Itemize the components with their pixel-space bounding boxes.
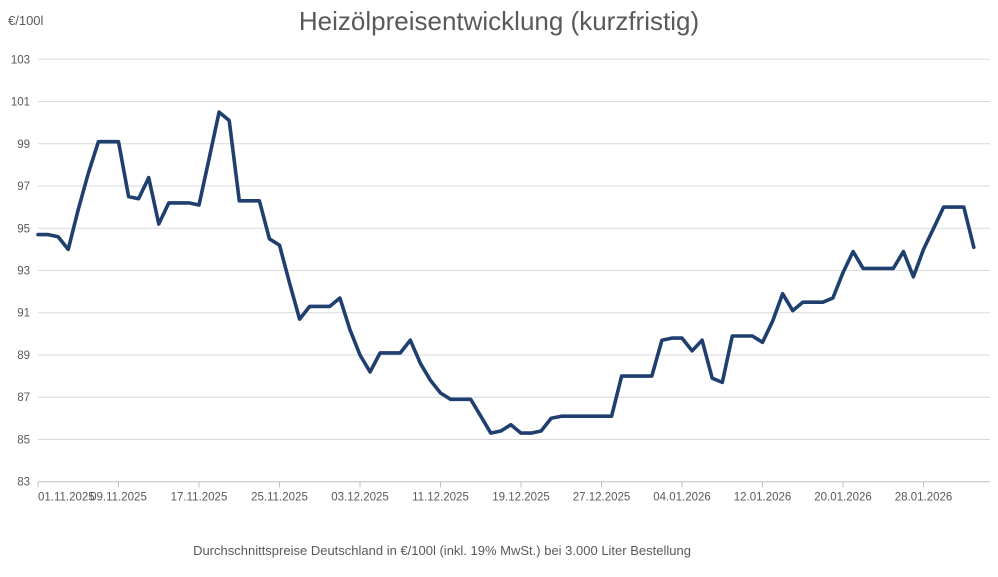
- y-axis-unit-label: €/100l: [8, 13, 44, 28]
- y-axis-tick-label: 83: [17, 477, 30, 489]
- y-axis-tick-label: 93: [17, 266, 30, 278]
- chart-title: Heizölpreisentwicklung (kurzfristig): [298, 6, 700, 36]
- y-axis-tick-label: 97: [17, 181, 30, 193]
- y-axis-tick-label: 99: [17, 139, 30, 151]
- x-axis-tick-label: 27.12.2025: [573, 492, 631, 504]
- y-axis-tick-label: 95: [17, 223, 30, 235]
- x-axis-tick-label: 04.01.2026: [653, 492, 711, 504]
- x-axis-tick-label: 09.11.2025: [90, 492, 147, 504]
- x-axis-tick-label: 01.11.2025: [38, 492, 95, 504]
- x-axis-tick-label: 03.12.2025: [331, 492, 389, 504]
- y-axis-tick-label: 85: [17, 434, 30, 446]
- x-axis-tick-label: 17.11.2025: [171, 492, 228, 504]
- y-axis-tick-label: 103: [11, 54, 30, 66]
- chart-subtitle: Durchschnittspreise Deutschland in €/100…: [193, 543, 691, 558]
- x-axis-tick-label: 25.11.2025: [251, 492, 308, 504]
- price-line: [36, 110, 976, 435]
- y-axis-tick-label: 89: [17, 350, 30, 362]
- y-axis-tick-label: 101: [11, 97, 30, 109]
- x-axis-tick-label: 12.01.2026: [734, 492, 792, 504]
- y-axis-tick-label: 87: [17, 392, 30, 404]
- plot-area: 83 85 87 89 91 93 95 97 99 101 103 01.11.202509.11.…: [11, 54, 990, 504]
- y-axis-tick-label: 91: [17, 308, 30, 320]
- x-axis-tick-label: 20.01.2026: [814, 492, 872, 504]
- x-axis-tick-label: 11.12.2025: [412, 492, 469, 504]
- x-axis-tick-label: 19.12.2025: [492, 492, 550, 504]
- x-axis-tick-label: 28.01.2026: [895, 492, 953, 504]
